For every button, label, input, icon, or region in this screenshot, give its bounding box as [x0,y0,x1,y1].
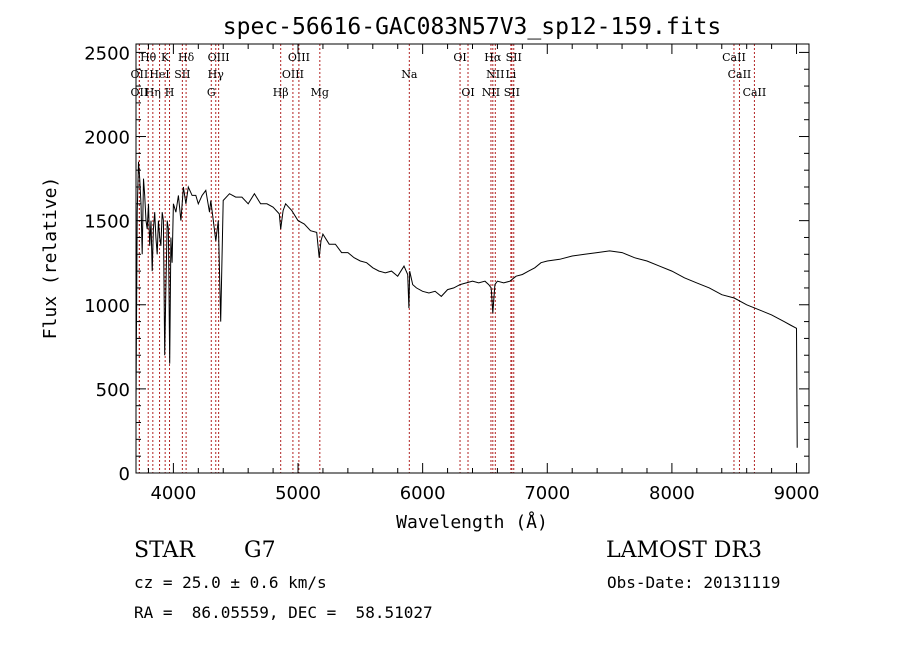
coordinates: RA = 86.05559, DEC = 58.51027 [134,603,433,622]
survey-name: LAMOST DR3 [606,538,762,563]
line-marker-label: OII [131,86,149,99]
x-tick-label: 4000 [150,483,196,504]
line-marker-label: Mg [311,86,329,99]
line-marker-label: OII [131,68,149,81]
y-tick-label: 1000 [84,296,130,317]
line-marker-label: OIII [208,51,230,64]
x-tick-label: 7000 [524,483,570,504]
line-marker-label: Hγ [208,68,225,81]
line-marker-label: HeI [149,68,169,81]
line-marker-label: OI [461,86,474,99]
emission-line-markers [138,44,755,473]
line-marker-label: SII [174,68,190,81]
line-marker-label: Hθ [140,51,157,64]
line-marker-label: SII [504,86,520,99]
line-marker-label: SII [506,51,522,64]
redshift-velocity: cz = 25.0 ± 0.6 km/s [134,573,327,592]
y-tick-label: 500 [96,380,130,401]
line-marker-label: NII [486,68,504,81]
object-subclass: G7 [244,538,276,563]
y-tick-label: 0 [119,464,130,485]
line-marker-label: CaII [743,86,767,99]
line-marker-label: OI [453,51,466,64]
x-axis-label: Wavelength (Å) [396,511,548,533]
line-marker-label: Hα [484,51,502,64]
line-marker-label: Hδ [178,51,195,64]
line-marker-label: OIII [288,51,310,64]
object-class: STAR [134,538,195,563]
observation-date: Obs-Date: 20131119 [607,573,781,592]
line-marker-label: Na [401,68,418,81]
line-marker-label: OIII [282,68,304,81]
spectrum-line [135,161,798,448]
x-tick-label: 6000 [400,483,446,504]
x-tick-label: 8000 [649,483,695,504]
y-axis-label: Flux (relative) [40,177,61,340]
line-marker-label: CaII [728,68,752,81]
y-tick-label: 2000 [84,128,130,149]
x-tick-label: 9000 [774,483,820,504]
line-marker-label: Li [505,68,516,81]
chart-title: spec-56616-GAC083N57V3_sp12-159.fits [223,14,722,40]
x-tick-label: 5000 [275,483,321,504]
line-marker-label: NII [482,86,500,99]
line-marker-label: H [165,86,175,99]
line-marker-label: Hβ [273,86,289,99]
line-marker-label: G [207,86,216,99]
y-tick-label: 2500 [84,43,130,64]
plot-frame [135,43,810,474]
line-marker-label: K [161,51,170,64]
y-tick-label: 1500 [84,212,130,233]
line-marker-label: CaII [722,51,746,64]
emission-line-labels: Hθ K Hδ OIII OIII OI Hα SII CaII OII HeI SII Hγ OIII N… [131,51,767,99]
axis-ticks: 4000 5000 6000 7000 8000 9000 0 500 1000 1500 2000… [84,43,819,504]
line-marker-label: Hη [145,86,161,99]
